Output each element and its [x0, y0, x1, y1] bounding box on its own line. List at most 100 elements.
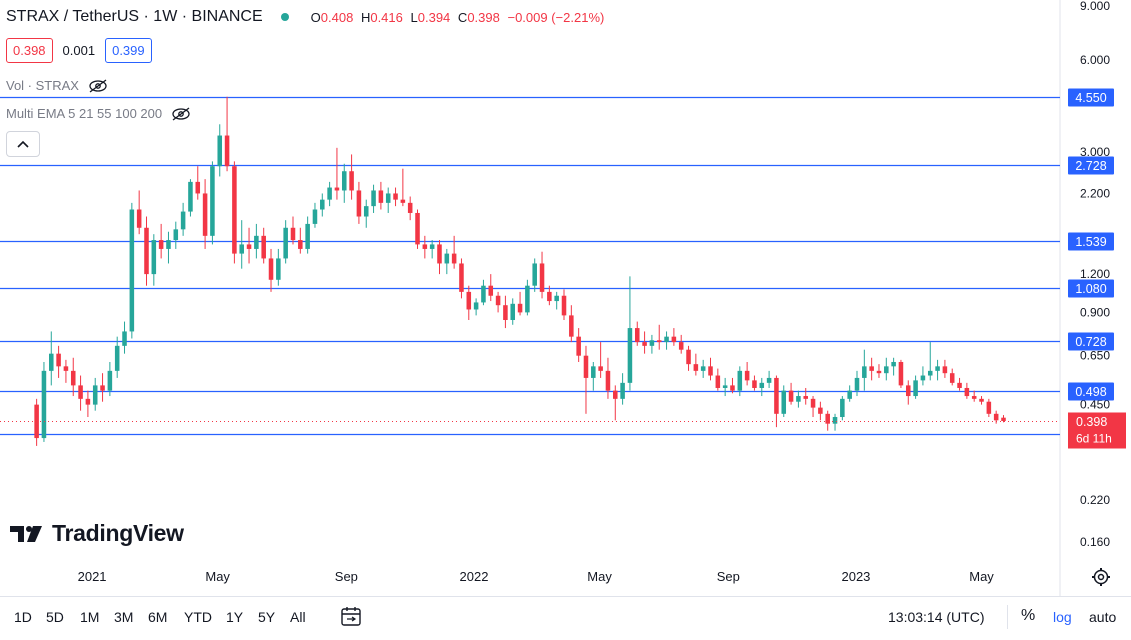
candle-body: [261, 235, 266, 259]
candle-body: [678, 342, 684, 350]
candle-body: [591, 366, 596, 378]
candle-body: [385, 193, 391, 203]
range-5y-button[interactable]: 5Y: [258, 609, 276, 625]
log-scale-button[interactable]: log: [1053, 609, 1072, 625]
candle-body: [898, 361, 904, 386]
candle-body: [356, 190, 362, 217]
candle-body: [942, 366, 948, 374]
time-axis: 2021 May Sep 2022 May Sep 2023 May: [78, 569, 995, 584]
buy-button[interactable]: 0.399: [105, 38, 152, 63]
eye-off-icon[interactable]: [87, 78, 109, 93]
candle-body: [979, 398, 984, 402]
candle-down: [876, 364, 882, 378]
eye-off-icon[interactable]: [170, 106, 192, 121]
candle-up: [166, 231, 171, 264]
candle-up: [700, 359, 706, 378]
candle-up: [525, 279, 530, 316]
candle-body: [605, 370, 611, 391]
candle-up: [444, 248, 450, 275]
candle-up: [796, 390, 801, 408]
candle-body: [525, 285, 530, 313]
candle-up: [591, 361, 596, 391]
range-1d-button[interactable]: 1D: [14, 609, 32, 625]
candle-up: [847, 385, 852, 402]
low-value: 0.394: [417, 9, 451, 25]
candle-up: [239, 220, 244, 269]
candle-up: [327, 181, 332, 207]
candle-up: [341, 163, 347, 203]
tradingview-logo[interactable]: TradingView: [10, 520, 184, 547]
range-1y-button[interactable]: 1Y: [226, 609, 244, 625]
ema-indicator[interactable]: Multi EMA 5 21 55 100 200: [6, 106, 192, 121]
candle-body: [752, 380, 757, 388]
candle-body: [788, 390, 794, 402]
volume-indicator-label: Vol · STRAX: [6, 78, 79, 93]
candle-body: [620, 382, 625, 399]
chevron-up-icon: [17, 140, 29, 148]
candle-down: [869, 357, 874, 381]
candle-body: [114, 345, 120, 371]
candle-down: [232, 161, 237, 264]
candle-body: [151, 240, 157, 275]
candle-body: [481, 285, 486, 303]
candle-body: [532, 263, 537, 286]
candle-body: [503, 305, 508, 321]
candle-up: [473, 298, 479, 316]
candle-up: [649, 334, 655, 354]
candle-body: [964, 387, 970, 397]
percent-scale-button[interactable]: %: [1021, 607, 1036, 624]
candle-up: [554, 291, 559, 310]
candle-body: [569, 315, 574, 337]
time-tick-label: 2022: [460, 569, 489, 584]
clock[interactable]: 13:03:14 (UTC): [888, 609, 985, 625]
symbol-title[interactable]: STRAX / TetherUS · 1W · BINANCE: [6, 8, 263, 25]
candle-body: [217, 135, 223, 167]
candle-down: [78, 375, 83, 411]
range-5d-button[interactable]: 5D: [46, 609, 64, 625]
candle-body: [671, 336, 677, 343]
range-6m-button[interactable]: 6M: [148, 609, 168, 625]
candle-body: [371, 190, 376, 207]
candle-down: [569, 305, 574, 343]
time-tick-label: May: [587, 569, 612, 584]
candle-body: [730, 385, 735, 391]
candle-up: [254, 223, 259, 259]
range-1m-button[interactable]: 1M: [80, 609, 100, 625]
volume-indicator[interactable]: Vol · STRAX: [6, 78, 109, 93]
candle-up: [276, 248, 281, 286]
time-tick-label: Sep: [335, 569, 358, 584]
candle-down: [686, 345, 691, 371]
collapse-indicators-button[interactable]: [6, 131, 40, 157]
last-price-label: 0.398: [1076, 415, 1107, 429]
sell-button[interactable]: 0.398: [6, 38, 53, 63]
candle-up: [532, 258, 537, 292]
price-tick-label: 0.160: [1080, 535, 1110, 549]
range-ytd-button[interactable]: YTD: [184, 609, 212, 625]
calendar-icon[interactable]: [340, 605, 362, 627]
auto-scale-button[interactable]: auto: [1089, 609, 1117, 625]
candle-body: [510, 303, 516, 321]
candle-body: [466, 291, 472, 310]
candle-up: [862, 349, 867, 391]
market-status-icon: [280, 13, 289, 21]
candle-down: [547, 285, 552, 306]
candle-body: [935, 366, 940, 371]
range-3m-button[interactable]: 3M: [114, 609, 134, 625]
candle-body: [832, 417, 838, 424]
candle-body: [100, 385, 105, 391]
candle-down: [85, 390, 91, 418]
candle-down: [979, 396, 984, 405]
candle-down: [708, 357, 713, 381]
candle-up: [920, 366, 926, 386]
range-all-button[interactable]: All: [290, 609, 306, 625]
candle-body: [642, 342, 647, 346]
candle-down: [415, 209, 420, 249]
tradingview-logo-icon: [10, 525, 42, 542]
ema-indicator-label: Multi EMA 5 21 55 100 200: [6, 106, 163, 121]
candle-body: [349, 171, 354, 191]
gear-icon[interactable]: [1091, 567, 1111, 587]
candle-down: [70, 357, 76, 397]
candle-body: [715, 375, 721, 388]
candle-down: [898, 359, 904, 388]
